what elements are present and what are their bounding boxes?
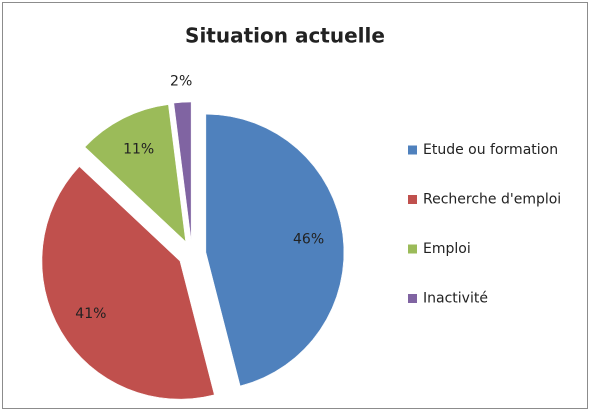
legend-label: Emploi <box>423 241 471 257</box>
slice-label: 2% <box>170 74 192 90</box>
chart-title: Situation actuelle <box>185 24 385 48</box>
slice-label: 46% <box>293 231 324 247</box>
pie-slice <box>84 104 186 243</box>
legend-label: Recherche d'emploi <box>423 192 561 208</box>
pie-slice <box>173 101 192 241</box>
legend-label: Etude ou formation <box>423 142 558 158</box>
pie-slice <box>205 113 345 387</box>
legend-label: Inactivité <box>423 291 488 307</box>
legend-swatch <box>408 244 417 254</box>
legend-swatch <box>408 195 417 204</box>
pie-slice <box>41 166 215 400</box>
legend-swatch <box>408 145 417 155</box>
slice-label: 11% <box>123 141 154 157</box>
slice-label: 41% <box>75 306 106 322</box>
legend-swatch <box>408 294 417 303</box>
